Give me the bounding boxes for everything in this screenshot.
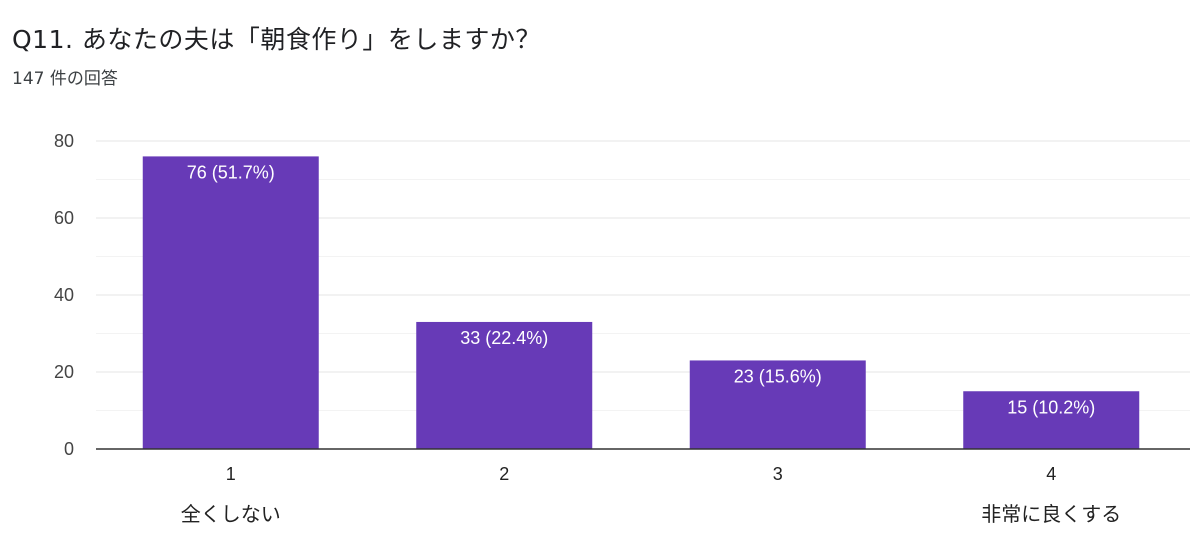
y-tick-label: 40: [54, 285, 74, 305]
x-tick-label: 3: [773, 464, 783, 484]
bar: [142, 156, 319, 449]
y-tick-label: 80: [54, 131, 74, 151]
response-count: 147 件の回答: [12, 69, 118, 89]
data-label: 15 (10.2%): [1007, 397, 1095, 417]
x-tick-label: 4: [1046, 464, 1056, 484]
data-label: 23 (15.6%): [734, 366, 822, 386]
x-tick-label: 1: [226, 464, 236, 484]
y-tick-label: 0: [64, 439, 74, 459]
y-tick-label: 20: [54, 362, 74, 382]
y-tick-label: 60: [54, 208, 74, 228]
bar: [689, 360, 866, 449]
bar: [963, 391, 1140, 449]
scale-low-label: 全くしない: [181, 502, 281, 526]
bar: [416, 321, 593, 449]
page-title: Q11. あなたの夫は「朝食作り」をしますか？: [12, 25, 541, 54]
x-tick-label: 2: [499, 464, 509, 484]
data-label: 33 (22.4%): [460, 328, 548, 348]
scale-high-label: 非常に良くする: [981, 502, 1121, 526]
data-label: 76 (51.7%): [187, 162, 275, 182]
